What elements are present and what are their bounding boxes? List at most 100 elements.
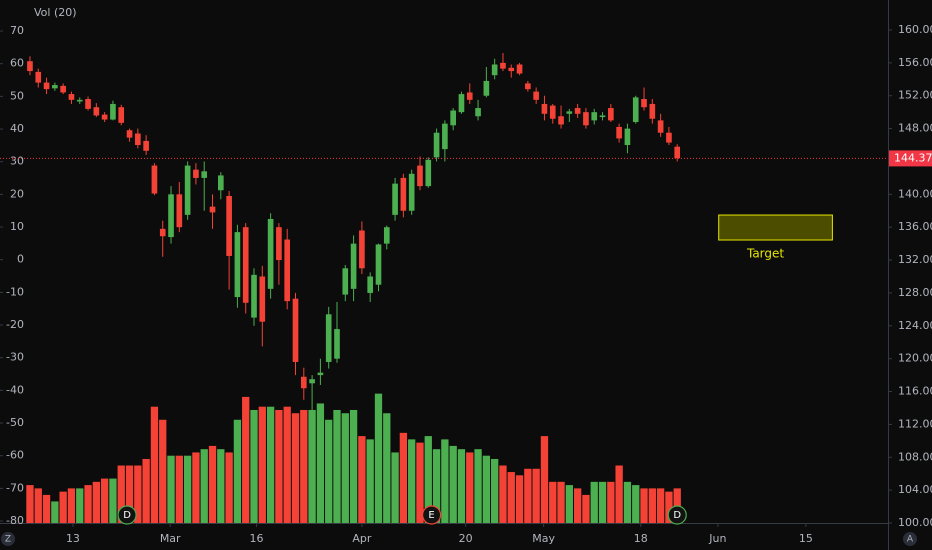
volume-bar bbox=[557, 481, 565, 523]
y-tick-label: 132.00 bbox=[898, 253, 932, 266]
candle-body bbox=[342, 268, 349, 295]
candle-body bbox=[317, 372, 324, 376]
candle-body bbox=[292, 298, 299, 362]
volume-bar bbox=[565, 485, 573, 523]
volume-bar bbox=[366, 439, 374, 523]
volume-bar bbox=[540, 436, 549, 523]
volume-bar bbox=[300, 409, 308, 523]
volume-bar bbox=[598, 481, 607, 523]
candle-body bbox=[209, 206, 216, 213]
event-label: D bbox=[673, 510, 681, 521]
volume-bar bbox=[142, 458, 150, 523]
y-tick-label: 136.00 bbox=[898, 220, 932, 233]
candle-body bbox=[76, 99, 83, 102]
volume-bar bbox=[283, 406, 291, 523]
volume-bar bbox=[532, 468, 540, 523]
y-tick-label: 128.00 bbox=[898, 286, 932, 299]
volume-bar bbox=[399, 432, 408, 523]
y2-tick-label: -80 bbox=[6, 514, 24, 527]
volume-bar bbox=[159, 419, 167, 523]
corner-button bbox=[903, 532, 917, 546]
candle-body bbox=[632, 97, 639, 123]
volume-bar bbox=[208, 445, 217, 523]
x-tick-label: 15 bbox=[799, 532, 813, 545]
y-tick-label: 100.00 bbox=[898, 516, 932, 529]
volume-bar bbox=[623, 481, 632, 523]
candle-body bbox=[60, 85, 66, 93]
x-tick-label: 16 bbox=[250, 532, 264, 545]
candle-body bbox=[599, 115, 606, 118]
y2-tick-label: -50 bbox=[6, 416, 24, 429]
candle-body bbox=[259, 276, 266, 322]
y-tick-label: 156.00 bbox=[898, 56, 932, 69]
volume-bar bbox=[341, 413, 349, 523]
volume-bar bbox=[308, 409, 316, 523]
candle-body bbox=[525, 83, 531, 90]
volume-bar bbox=[383, 413, 391, 523]
volume-bar bbox=[582, 494, 590, 523]
y2-tick-label: 0 bbox=[17, 253, 24, 266]
y2-tick-label: 20 bbox=[10, 187, 24, 200]
volume-bar bbox=[67, 488, 76, 523]
event-marker bbox=[421, 505, 442, 525]
candle-body bbox=[500, 62, 506, 69]
volume-bar bbox=[192, 452, 200, 523]
y2-tick-label: 70 bbox=[10, 24, 24, 37]
last-price-box bbox=[889, 150, 932, 167]
y-tick-label: 124.00 bbox=[898, 319, 932, 332]
volume-bar bbox=[92, 481, 100, 523]
y-tick-label: 148.00 bbox=[898, 122, 932, 135]
candle-body bbox=[450, 110, 456, 126]
candle-body bbox=[657, 120, 664, 133]
volume-bar bbox=[183, 455, 192, 523]
volume-bar bbox=[26, 485, 34, 523]
y-tick-label: 104.00 bbox=[898, 483, 932, 496]
volume-bar bbox=[524, 468, 532, 523]
candle-body bbox=[674, 146, 681, 159]
y2-tick-label: 10 bbox=[10, 220, 24, 233]
volume-bar bbox=[374, 393, 383, 523]
volume-bar bbox=[167, 455, 175, 523]
volume-bar bbox=[258, 406, 266, 523]
candle-body bbox=[126, 130, 133, 138]
x-tick-label: 18 bbox=[634, 532, 648, 545]
event-marker bbox=[667, 505, 687, 525]
candle-body bbox=[367, 276, 374, 293]
volume-bar bbox=[333, 409, 341, 523]
candle-body bbox=[442, 123, 448, 150]
volume-bar bbox=[607, 481, 615, 523]
volume-bar bbox=[225, 452, 233, 523]
candle-body bbox=[641, 99, 647, 108]
candle-body bbox=[201, 171, 208, 178]
volume-bar bbox=[150, 406, 159, 523]
volume-bar bbox=[233, 419, 242, 523]
x-tick-label: 20 bbox=[459, 532, 473, 545]
volume-bar bbox=[408, 439, 416, 523]
volume-bar bbox=[100, 478, 109, 523]
candle-body bbox=[168, 194, 174, 238]
volume-bar bbox=[34, 488, 42, 523]
candle-body bbox=[666, 132, 672, 143]
volume-bar bbox=[573, 488, 582, 523]
candle-body bbox=[359, 230, 365, 269]
volume-bar bbox=[125, 465, 134, 523]
candle-body bbox=[433, 132, 440, 158]
volume-bar bbox=[457, 449, 466, 523]
volume-bar bbox=[665, 491, 673, 523]
candle-body bbox=[566, 111, 573, 114]
candle-body bbox=[574, 108, 581, 114]
candle-body bbox=[242, 227, 249, 303]
candle-body bbox=[35, 71, 42, 83]
y-tick-label: 120.00 bbox=[898, 352, 932, 365]
y2-tick-label: 60 bbox=[10, 57, 24, 70]
candle-body bbox=[184, 165, 191, 215]
y2-tick-label: -20 bbox=[6, 318, 24, 331]
candle-body bbox=[325, 314, 332, 362]
candle-body bbox=[533, 91, 539, 100]
x-tick-label: Mar bbox=[160, 532, 181, 545]
volume-bar bbox=[656, 488, 665, 523]
candle-body bbox=[375, 244, 382, 285]
event-label: E bbox=[428, 510, 434, 521]
